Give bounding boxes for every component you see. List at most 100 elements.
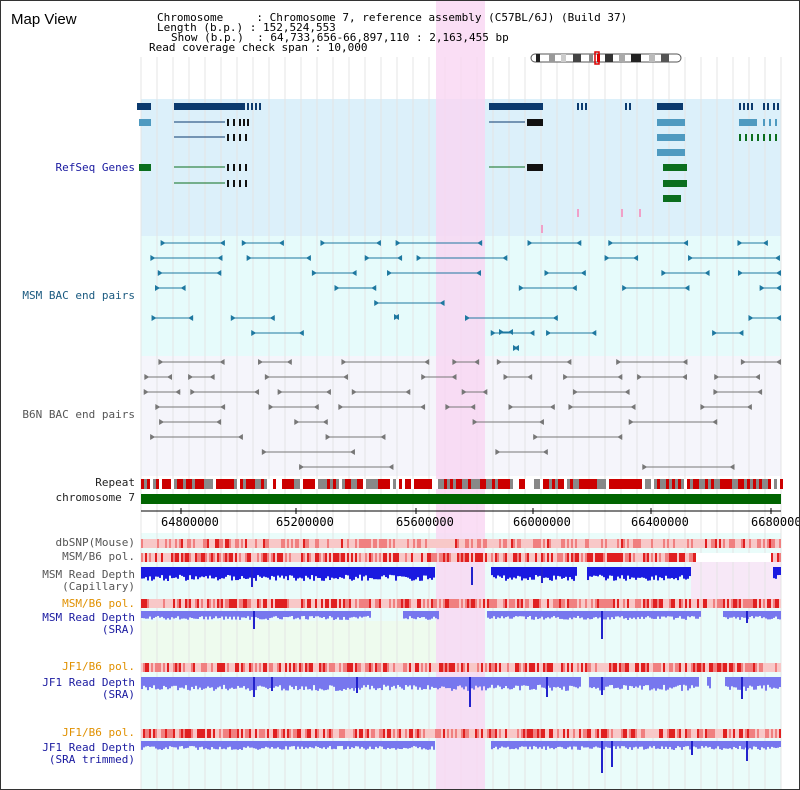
- heat-cell: [233, 553, 235, 562]
- read-depth-bar: [629, 677, 631, 686]
- heat-cell: [449, 729, 451, 738]
- track-label-chromosome[interactable]: chromosome 7: [55, 491, 135, 504]
- read-depth-bar: [211, 677, 213, 688]
- heat-cell: [673, 599, 675, 608]
- read-depth-bar: [159, 677, 161, 690]
- read-depth-bar: [533, 611, 535, 620]
- heat-cell: [329, 553, 331, 562]
- heat-cell: [419, 553, 421, 562]
- read-depth-bar: [677, 567, 679, 581]
- msm-bac-pair-end: [188, 315, 194, 321]
- track-label-dbsnp[interactable]: dbSNP(Mouse): [55, 536, 135, 549]
- heat-cell: [311, 599, 313, 608]
- track-label-msm-depth-sra[interactable]: MSM Read Depth (SRA): [42, 611, 135, 636]
- heat-cell: [195, 663, 197, 672]
- repeat-mark: [528, 479, 531, 489]
- track-label-jf1-b6-pol-2[interactable]: JF1/B6 pol.: [62, 726, 135, 739]
- heat-cell: [753, 599, 755, 608]
- msm-bac-pair-end: [737, 270, 743, 276]
- heat-cell: [373, 663, 375, 672]
- refseq-exon: [233, 164, 235, 171]
- heat-cell: [715, 539, 717, 548]
- track-label-refseq[interactable]: RefSeq Genes: [55, 161, 135, 174]
- heat-cell: [459, 553, 461, 562]
- heat-cell: [511, 663, 513, 672]
- heat-cell: [405, 663, 407, 672]
- read-depth-spike: [541, 567, 543, 583]
- track-label-jf1-b6-pol[interactable]: JF1/B6 pol.: [62, 660, 135, 673]
- heat-cell: [713, 539, 715, 548]
- read-depth-bar: [313, 741, 315, 749]
- heat-cell: [709, 729, 711, 738]
- b6n-bac-pair-end: [216, 419, 222, 425]
- heat-cell: [665, 663, 667, 672]
- heat-cell: [771, 553, 773, 562]
- read-depth-bar: [777, 567, 779, 576]
- read-depth-bar: [639, 611, 641, 619]
- read-depth-bar: [391, 567, 393, 576]
- heat-cell: [331, 539, 333, 548]
- heat-cell: [377, 539, 379, 548]
- heat-cell: [607, 553, 609, 562]
- heat-cell: [571, 599, 573, 608]
- heat-cell: [559, 553, 561, 562]
- heat-cell: [191, 599, 193, 608]
- read-depth-bar: [631, 741, 633, 750]
- heat-cell: [297, 599, 299, 608]
- heat-cell: [185, 729, 187, 738]
- heat-cell: [361, 553, 363, 562]
- heat-cell: [227, 599, 229, 608]
- read-depth-bar: [551, 677, 553, 691]
- heat-cell: [165, 539, 167, 548]
- track-label-msm-bac[interactable]: MSM BAC end pairs: [22, 289, 135, 302]
- heat-cell: [477, 553, 479, 562]
- heat-cell: [495, 599, 497, 608]
- read-depth-bar: [769, 677, 771, 688]
- track-label-jf1-depth-trimmed[interactable]: JF1 Read Depth (SRA trimmed): [42, 741, 135, 766]
- read-depth-bar: [611, 677, 613, 685]
- repeat-mark: [756, 479, 759, 489]
- read-depth-bar: [383, 567, 385, 576]
- heat-cell: [475, 599, 477, 608]
- read-depth-bar: [337, 741, 339, 747]
- read-depth-bar: [459, 677, 461, 686]
- read-depth-bar: [537, 611, 539, 620]
- heat-cell: [153, 599, 155, 608]
- track-label-repeat[interactable]: Repeat: [95, 476, 135, 489]
- track-label-msm-b6-pol-2[interactable]: MSM/B6 pol.: [62, 597, 135, 610]
- track-label-msm-depth-capillary[interactable]: MSM Read Depth (Capillary): [42, 568, 135, 593]
- heat-cell: [391, 663, 393, 672]
- heat-cell: [755, 663, 757, 672]
- track-label-b6n-bac[interactable]: B6N BAC end pairs: [22, 408, 135, 421]
- heat-cell: [697, 539, 699, 548]
- read-depth-bar: [713, 741, 715, 750]
- read-depth-bar: [547, 567, 549, 578]
- read-depth-bar: [605, 611, 607, 620]
- read-depth-bar: [593, 677, 595, 688]
- read-depth-bar: [575, 741, 577, 747]
- heat-cell: [483, 729, 485, 738]
- read-depth-bar: [289, 567, 291, 576]
- heat-cell: [501, 539, 503, 548]
- heat-cell: [153, 553, 155, 562]
- heat-cell: [279, 663, 281, 672]
- heat-cell: [761, 539, 763, 548]
- heat-cell: [325, 553, 327, 562]
- read-depth-bar: [265, 741, 267, 747]
- read-depth-bar: [595, 611, 597, 618]
- heat-cell: [235, 729, 237, 738]
- heat-cell: [761, 663, 763, 672]
- track-label-msm-b6-pol[interactable]: MSM/B6 pol.: [62, 550, 135, 563]
- track-label-jf1-depth-sra[interactable]: JF1 Read Depth (SRA): [42, 676, 135, 701]
- read-depth-bar: [725, 741, 727, 749]
- read-depth-bar: [399, 677, 401, 687]
- heat-cell: [553, 663, 555, 672]
- heat-cell: [169, 539, 171, 548]
- read-depth-bar: [223, 677, 225, 685]
- read-depth-bar: [665, 677, 667, 691]
- read-depth-bar: [153, 741, 155, 747]
- read-depth-bar: [765, 677, 767, 691]
- read-depth-bar: [333, 567, 335, 579]
- read-depth-bar: [211, 611, 213, 620]
